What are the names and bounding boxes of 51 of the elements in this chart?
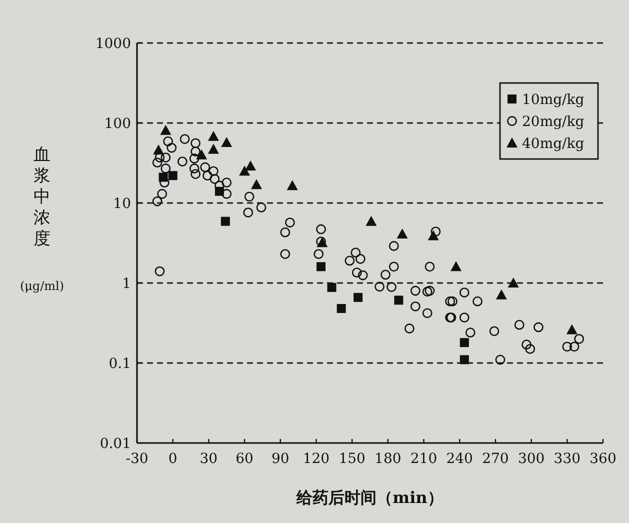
x-tick-label: 240 xyxy=(446,451,473,467)
point xyxy=(327,282,336,292)
point xyxy=(508,278,519,288)
text: 血浆中浓度 (μg/ml) xyxy=(20,145,64,293)
point xyxy=(160,124,172,135)
point xyxy=(239,166,250,176)
point xyxy=(394,296,404,305)
point xyxy=(168,171,178,180)
y-tick-label: 10 xyxy=(113,196,131,212)
y-tick-label: 1000 xyxy=(95,36,131,52)
x-tick-label: 120 xyxy=(302,451,330,467)
point xyxy=(208,144,219,154)
x-tick-label: 60 xyxy=(236,451,254,467)
point xyxy=(460,355,469,364)
point xyxy=(566,324,578,334)
x-axis-title: 给药后时间（min） xyxy=(296,488,444,507)
point xyxy=(208,130,219,141)
legend-label: 40mg/kg xyxy=(522,136,584,152)
legend-label: 20mg/kg xyxy=(522,114,584,130)
point xyxy=(245,160,256,171)
x-tick-label: 150 xyxy=(338,451,366,467)
point xyxy=(354,292,363,302)
x-tick-label: -30 xyxy=(126,451,148,467)
x-tick-label: 330 xyxy=(554,451,581,467)
point xyxy=(336,304,346,313)
point xyxy=(428,230,439,240)
x-tick-label: 30 xyxy=(200,451,218,467)
x-tick-label: 360 xyxy=(590,451,616,467)
point xyxy=(396,228,408,238)
y-tick-label: 0.01 xyxy=(100,436,131,452)
x-tick-label: 0 xyxy=(168,451,178,467)
point xyxy=(196,149,208,160)
point xyxy=(460,338,469,348)
point xyxy=(153,144,164,154)
x-tick-label: 180 xyxy=(374,451,402,467)
x-tick-label: 300 xyxy=(518,451,545,467)
point xyxy=(221,137,232,148)
x-tick-label: 90 xyxy=(271,451,290,467)
point xyxy=(250,179,262,190)
point xyxy=(316,262,326,272)
y-tick-label: 100 xyxy=(104,116,131,132)
y-tick-label: 1 xyxy=(122,276,131,292)
x-tick-label: 270 xyxy=(482,451,509,467)
y-tick-label: 0.1 xyxy=(108,356,131,372)
x-tick-label: 210 xyxy=(410,451,438,467)
point xyxy=(286,180,298,190)
point xyxy=(496,289,507,300)
point xyxy=(220,216,230,226)
legend-label: 10mg/kg xyxy=(522,92,584,108)
point xyxy=(366,216,377,226)
point xyxy=(450,261,462,272)
